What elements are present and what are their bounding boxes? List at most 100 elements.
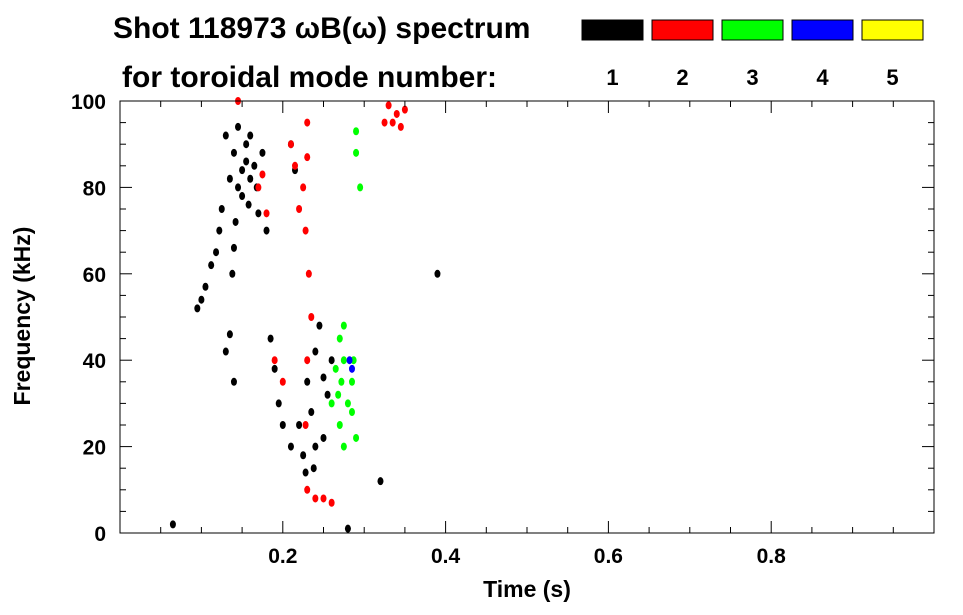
chart-title-line1: Shot 118973 ωB(ω) spectrum — [113, 12, 530, 45]
y-axis-label: Frequency (kHz) — [9, 227, 35, 406]
data-point-mode-1 — [208, 261, 215, 270]
data-point-mode-3 — [353, 127, 360, 136]
data-point-mode-1 — [218, 205, 225, 213]
data-point-mode-1 — [230, 377, 237, 386]
data-point-mode-1 — [229, 269, 236, 278]
data-point-mode-1 — [239, 192, 246, 201]
data-point-mode-1 — [255, 209, 262, 218]
data-point-mode-3 — [335, 390, 342, 399]
data-point-mode-1 — [259, 148, 266, 157]
data-point-mode-1 — [216, 226, 223, 235]
data-points-layer — [169, 97, 441, 533]
data-point-mode-2 — [300, 183, 307, 192]
x-tick-label: 0.4 — [431, 545, 461, 568]
data-point-mode-2 — [304, 118, 311, 127]
data-point-mode-2 — [328, 498, 335, 507]
data-point-mode-1 — [320, 373, 327, 382]
data-point-mode-2 — [389, 118, 396, 127]
data-point-mode-1 — [312, 442, 319, 451]
legend-swatch-5 — [861, 19, 924, 41]
data-point-mode-1 — [377, 477, 384, 486]
data-point-mode-2 — [296, 205, 303, 213]
data-point-mode-1 — [245, 200, 252, 209]
data-point-mode-2 — [320, 494, 327, 503]
data-point-mode-1 — [271, 364, 278, 373]
data-point-mode-1 — [239, 166, 246, 175]
data-point-mode-2 — [302, 226, 309, 235]
data-point-mode-2 — [255, 183, 262, 192]
data-point-mode-1 — [279, 421, 286, 429]
x-tick-label: 0.6 — [594, 545, 623, 568]
data-point-mode-4 — [348, 364, 355, 373]
data-point-mode-2 — [304, 153, 311, 162]
plot-area: 0.2 0.4 0.6 0.8 0 20 40 60 80 100 — [71, 91, 935, 568]
data-point-mode-1 — [243, 140, 250, 149]
data-point-mode-2 — [292, 161, 299, 170]
y-tick-label: 100 — [71, 91, 106, 114]
data-point-mode-1 — [226, 330, 233, 339]
data-point-mode-2 — [305, 269, 312, 278]
data-point-mode-3 — [340, 321, 347, 330]
data-point-mode-2 — [279, 377, 286, 386]
data-point-mode-1 — [198, 295, 205, 304]
data-point-mode-3 — [348, 408, 355, 417]
data-point-mode-2 — [393, 109, 400, 118]
data-point-mode-1 — [304, 377, 311, 386]
data-point-mode-3 — [336, 334, 343, 343]
data-point-mode-2 — [259, 170, 266, 179]
data-point-mode-2 — [304, 485, 311, 494]
data-point-mode-1 — [169, 520, 176, 529]
data-point-mode-1 — [302, 468, 309, 477]
data-point-mode-2 — [312, 494, 319, 503]
data-point-mode-2 — [263, 209, 270, 218]
data-point-mode-1 — [235, 183, 242, 192]
data-point-mode-1 — [194, 304, 201, 313]
data-point-mode-3 — [344, 399, 351, 408]
data-point-mode-1 — [213, 248, 220, 257]
data-point-mode-3 — [328, 399, 335, 408]
legend-swatch-2 — [651, 19, 714, 41]
data-point-mode-1 — [312, 347, 319, 356]
data-point-mode-1 — [287, 442, 294, 451]
y-tick-label: 0 — [94, 523, 106, 546]
data-point-mode-3 — [353, 433, 360, 442]
legend: 1 2 3 4 5 — [581, 19, 924, 90]
plot-frame — [119, 100, 935, 534]
x-axis-label: Time (s) — [483, 576, 571, 602]
data-point-mode-1 — [316, 321, 323, 330]
legend-label-5: 5 — [886, 65, 898, 90]
data-point-mode-3 — [338, 377, 345, 386]
data-point-mode-1 — [263, 226, 270, 235]
data-point-mode-1 — [310, 464, 317, 473]
data-point-mode-2 — [302, 421, 309, 429]
data-point-mode-1 — [434, 269, 441, 278]
data-point-mode-1 — [243, 157, 250, 166]
data-point-mode-3 — [340, 356, 347, 365]
data-point-mode-1 — [230, 243, 237, 252]
x-tick-label: 0.8 — [757, 545, 787, 568]
data-point-mode-1 — [300, 451, 307, 460]
data-point-mode-1 — [296, 421, 303, 429]
legend-label-3: 3 — [746, 65, 758, 90]
data-point-mode-2 — [397, 122, 404, 131]
legend-label-4: 4 — [816, 65, 829, 90]
data-point-mode-1 — [232, 217, 239, 226]
data-point-mode-1 — [247, 131, 254, 140]
legend-swatch-1 — [581, 19, 644, 41]
axis-ticks: 0.2 0.4 0.6 0.8 0 20 40 60 80 100 — [71, 91, 934, 568]
data-point-mode-1 — [222, 131, 229, 140]
legend-label-1: 1 — [606, 65, 618, 90]
data-point-mode-1 — [344, 524, 351, 533]
data-point-mode-2 — [304, 356, 311, 365]
data-point-mode-1 — [308, 408, 315, 417]
legend-swatch-3 — [721, 19, 784, 41]
data-point-mode-1 — [267, 334, 274, 343]
data-point-mode-1 — [320, 433, 327, 442]
legend-label-2: 2 — [676, 65, 688, 90]
data-point-mode-1 — [275, 399, 282, 408]
y-tick-label: 80 — [83, 177, 106, 200]
data-point-mode-2 — [385, 101, 392, 110]
data-point-mode-3 — [348, 377, 355, 386]
x-tick-label: 0.2 — [268, 545, 297, 568]
